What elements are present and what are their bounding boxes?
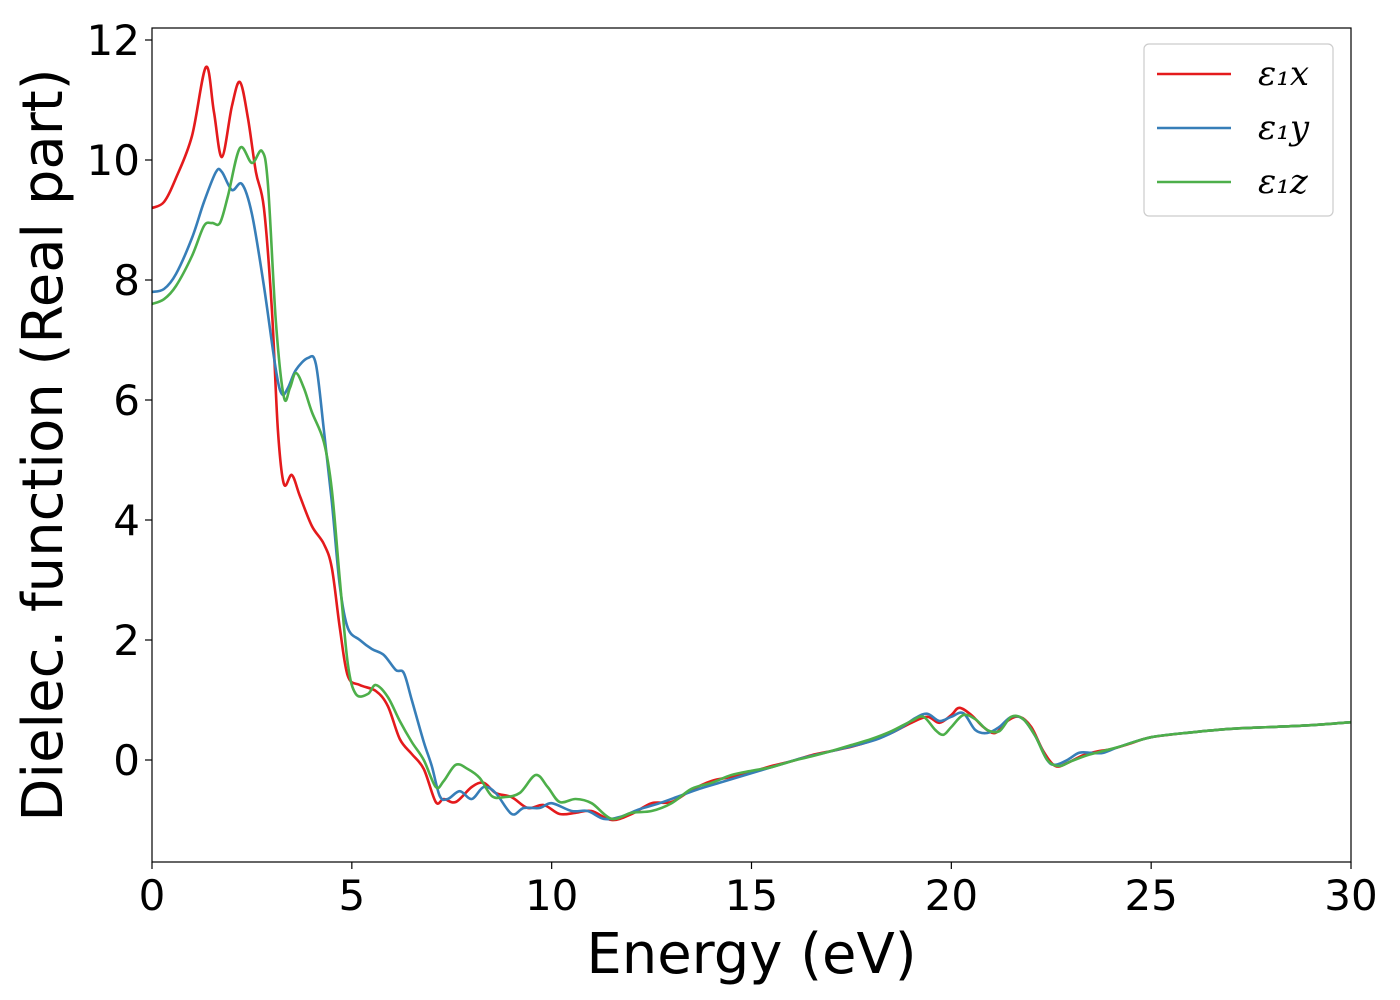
y-tick-label: 2 xyxy=(113,616,140,665)
y-tick-label: 4 xyxy=(113,496,140,545)
legend-label: ε₁z xyxy=(1258,162,1309,202)
y-tick-label: 12 xyxy=(87,16,140,65)
x-tick-label: 30 xyxy=(1324,871,1377,920)
y-tick-label: 10 xyxy=(87,136,140,185)
y-axis-ticks: 0 2 4 6 8 10 12 xyxy=(87,16,152,785)
y-tick-label: 8 xyxy=(113,256,140,305)
x-tick-label: 25 xyxy=(1124,871,1177,920)
legend: ε₁x ε₁y ε₁z xyxy=(1143,43,1334,217)
series-line-e1z xyxy=(152,145,1351,821)
x-tick-label: 10 xyxy=(525,871,578,920)
x-tick-label: 0 xyxy=(139,871,166,920)
y-tick-label: 0 xyxy=(113,736,140,785)
y-axis-label: Dielec. function (Real part) xyxy=(11,68,76,821)
legend-label: ε₁y xyxy=(1258,108,1310,148)
x-axis-label: Energy (eV) xyxy=(586,922,916,987)
x-tick-label: 20 xyxy=(925,871,978,920)
plot-lines xyxy=(152,65,1351,822)
legend-box xyxy=(1143,43,1334,217)
y-tick-label: 6 xyxy=(113,376,140,425)
legend-label: ε₁x xyxy=(1258,54,1309,94)
x-axis-ticks: 0 5 10 15 20 25 30 xyxy=(139,862,1378,920)
x-tick-label: 5 xyxy=(338,871,365,920)
x-tick-label: 15 xyxy=(725,871,778,920)
